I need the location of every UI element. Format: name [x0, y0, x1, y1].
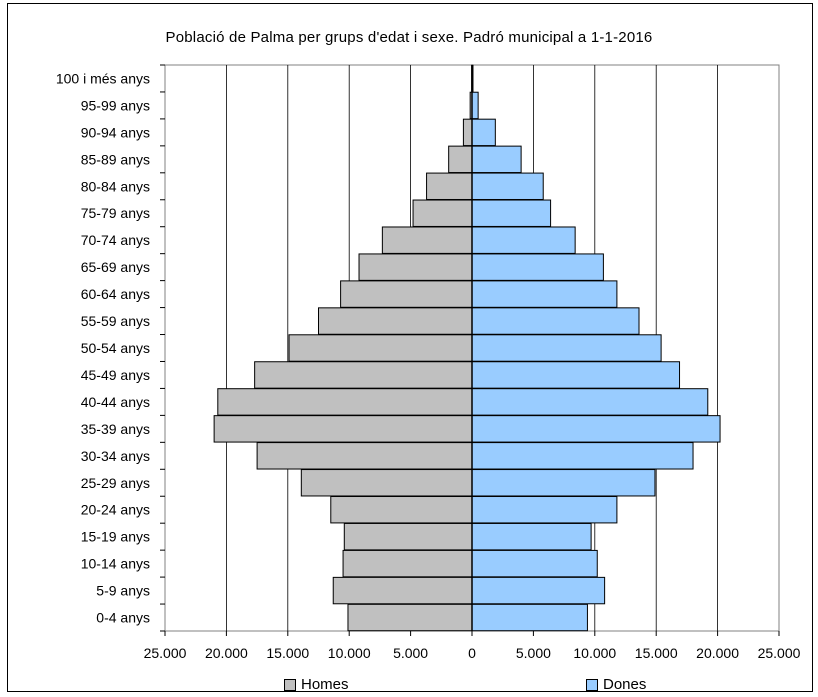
legend-swatch-homes	[284, 678, 296, 691]
bar-homes	[330, 496, 473, 524]
legend-label-homes: Homes	[301, 676, 349, 693]
bar-dones	[471, 415, 721, 443]
bar-dones	[471, 145, 522, 174]
bar-homes	[340, 280, 473, 308]
x-tick-label: 5.000	[516, 645, 551, 661]
x-tick-label: 15.000	[266, 645, 309, 661]
bar-homes	[318, 307, 473, 335]
bar-dones	[471, 361, 681, 389]
y-category-label: 65-69 anys	[81, 259, 150, 275]
bar-homes	[332, 576, 473, 605]
x-tick-label: 5.000	[393, 645, 428, 661]
y-category-label: 95-99 anys	[81, 97, 150, 113]
bar-dones	[471, 469, 656, 497]
bar-homes	[254, 361, 473, 389]
bar-homes	[462, 118, 473, 147]
x-tick-label: 15.000	[635, 645, 678, 661]
legend-swatch-dones	[586, 678, 598, 691]
bar-dones	[471, 334, 662, 362]
bar-homes	[217, 388, 473, 416]
x-tick-label: 20.000	[205, 645, 248, 661]
legend: Homes Dones	[0, 676, 818, 696]
legend-label-dones: Dones	[603, 676, 647, 693]
bar-dones	[471, 118, 496, 147]
y-category-label: 75-79 anys	[81, 205, 150, 221]
bar-homes	[343, 522, 473, 551]
bar-dones	[471, 280, 618, 308]
y-category-label: 90-94 anys	[81, 124, 150, 140]
y-category-label: 35-39 anys	[81, 421, 150, 437]
bar-dones	[471, 549, 598, 578]
bar-dones	[471, 388, 709, 416]
y-category-label: 20-24 anys	[81, 502, 150, 518]
bar-homes	[426, 172, 473, 200]
y-category-label: 25-29 anys	[81, 475, 150, 491]
x-tick-label: 10.000	[573, 645, 616, 661]
bar-dones	[471, 172, 544, 200]
y-category-label: 40-44 anys	[81, 394, 150, 410]
chart-title: Població de Palma per grups d'edat i sex…	[165, 29, 653, 46]
bar-dones	[471, 603, 588, 632]
y-category-label: 55-59 anys	[81, 313, 150, 329]
y-category-label: 15-19 anys	[81, 529, 150, 545]
bar-homes	[412, 199, 473, 227]
legend-item-dones: Dones	[586, 676, 646, 693]
bar-homes	[256, 442, 473, 470]
bar-homes	[347, 603, 473, 632]
x-tick-label: 0	[468, 645, 476, 661]
y-category-label: 5-9 anys	[96, 583, 150, 599]
legend-item-homes: Homes	[284, 676, 349, 693]
bar-dones	[471, 442, 694, 470]
bar-homes	[213, 415, 473, 443]
x-tick-label: 10.000	[328, 645, 371, 661]
y-category-label: 50-54 anys	[81, 340, 150, 356]
x-tick-label: 25.000	[144, 645, 187, 661]
bar-homes	[448, 145, 473, 174]
y-category-label: 100 i més anys	[56, 70, 150, 86]
y-category-label: 60-64 anys	[81, 286, 150, 302]
bar-dones	[471, 522, 592, 551]
y-category-label: 80-84 anys	[81, 178, 150, 194]
bar-dones	[471, 307, 640, 335]
y-category-label: 0-4 anys	[96, 610, 150, 626]
bar-dones	[471, 253, 604, 281]
bar-dones	[471, 576, 606, 605]
y-category-label: 85-89 anys	[81, 151, 150, 167]
bar-homes	[358, 253, 473, 281]
bar-homes	[288, 334, 473, 362]
bar-homes	[300, 469, 473, 497]
y-category-label: 30-34 anys	[81, 448, 150, 464]
bar-dones	[471, 226, 576, 254]
bar-dones	[471, 496, 618, 524]
y-category-label: 45-49 anys	[81, 367, 150, 383]
x-tick-label: 20.000	[696, 645, 739, 661]
bar-dones	[471, 199, 552, 227]
y-category-label: 70-74 anys	[81, 232, 150, 248]
bar-homes	[342, 549, 473, 578]
bar-dones	[471, 91, 479, 120]
x-tick-label: 25.000	[758, 645, 801, 661]
bar-homes	[381, 226, 473, 254]
y-category-label: 10-14 anys	[81, 556, 150, 572]
